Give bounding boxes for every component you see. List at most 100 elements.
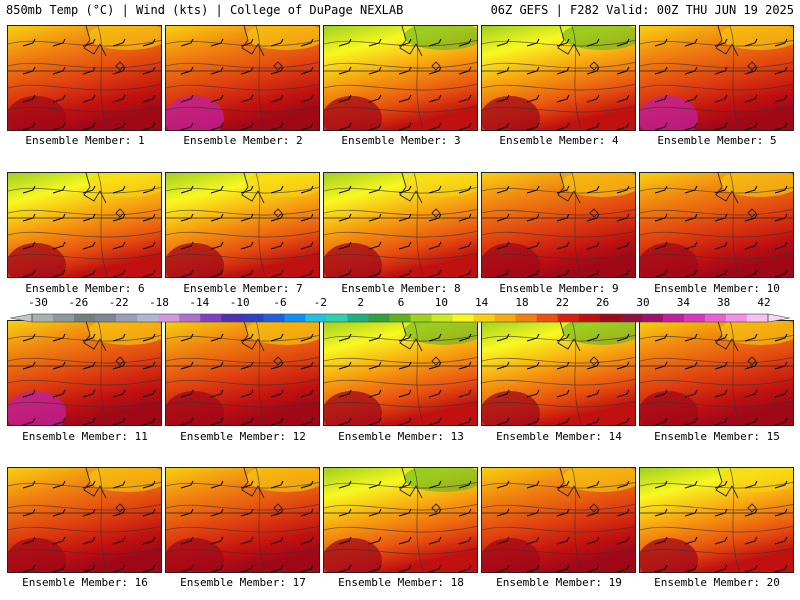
ensemble-member-map xyxy=(7,172,162,278)
colorbar-tick-label: 26 xyxy=(596,296,610,309)
colorbar-swatch xyxy=(263,314,285,322)
ensemble-member-label: Ensemble Member: 14 xyxy=(496,430,622,443)
colorbar-tick-label: -30 xyxy=(28,296,48,309)
temperature-field xyxy=(640,173,793,277)
ensemble-member-map xyxy=(323,172,478,278)
colorbar-swatch xyxy=(452,314,475,322)
ensemble-member-label: Ensemble Member: 8 xyxy=(341,282,461,295)
ensemble-member-label: Ensemble Member: 13 xyxy=(338,430,464,443)
ensemble-member-map xyxy=(481,172,636,278)
ensemble-member-map xyxy=(481,467,636,573)
colorbar-tick-label: -6 xyxy=(273,296,287,309)
colorbar-tick-label: -22 xyxy=(108,296,129,309)
colorbar-swatch xyxy=(683,314,706,322)
ensemble-member-label: Ensemble Member: 15 xyxy=(654,430,780,443)
colorbar-swatch xyxy=(179,314,201,322)
temperature-field xyxy=(324,26,477,130)
ensemble-member-label: Ensemble Member: 1 xyxy=(25,134,145,147)
colorbar-swatch xyxy=(368,314,390,322)
colorbar-swatch xyxy=(536,314,559,322)
colorbar-swatch xyxy=(494,314,517,322)
colorbar-swatch xyxy=(326,314,348,322)
colorbar-tick-label: 30 xyxy=(636,296,650,309)
ensemble-member-map xyxy=(323,25,478,131)
colorbar-tick-label: -2 xyxy=(313,296,327,309)
colorbar-swatch xyxy=(704,314,727,322)
map-title: 850mb Temp (°C) | Wind (kts) | College o… xyxy=(6,3,404,17)
colorbar-swatch xyxy=(53,314,75,322)
colorbar-swatch xyxy=(431,314,454,322)
ensemble-member-map xyxy=(165,25,320,131)
temperature-field xyxy=(482,173,635,277)
temperature-field xyxy=(8,173,161,277)
colorbar-tick-label: 38 xyxy=(717,296,731,309)
ensemble-member-label: Ensemble Member: 10 xyxy=(654,282,780,295)
temperature-field xyxy=(324,321,477,425)
temperature-field xyxy=(324,468,477,572)
temperature-field xyxy=(8,321,161,425)
colorbar-tick-label: 2 xyxy=(357,296,364,309)
colorbar-swatch xyxy=(515,314,538,322)
temperature-field xyxy=(324,173,477,277)
ensemble-member-map xyxy=(639,25,794,131)
colorbar-swatch xyxy=(662,314,685,322)
temperature-field xyxy=(8,468,161,572)
ensemble-member-map xyxy=(7,467,162,573)
ensemble-member-map xyxy=(323,320,478,426)
colorbar-tick-label: 34 xyxy=(676,296,690,309)
ensemble-member-map xyxy=(639,320,794,426)
colorbar-swatch xyxy=(641,314,664,322)
colorbar-swatch xyxy=(305,314,327,322)
colorbar-swatch xyxy=(746,314,769,322)
ensemble-member-label: Ensemble Member: 7 xyxy=(183,282,303,295)
colorbar-swatch xyxy=(473,314,496,322)
ensemble-member-label: Ensemble Member: 18 xyxy=(338,576,464,589)
temperature-field xyxy=(166,173,319,277)
colorbar-tick-label: 10 xyxy=(434,296,448,309)
colorbar-tick-label: -26 xyxy=(68,296,89,309)
colorbar-swatch xyxy=(389,314,412,322)
temperature-field xyxy=(482,321,635,425)
ensemble-member-label: Ensemble Member: 4 xyxy=(499,134,619,147)
ensemble-member-map xyxy=(7,25,162,131)
colorbar-swatch xyxy=(599,314,622,322)
ensemble-member-label: Ensemble Member: 9 xyxy=(499,282,619,295)
ensemble-member-label: Ensemble Member: 3 xyxy=(341,134,461,147)
ensemble-member-map xyxy=(639,467,794,573)
temperature-field xyxy=(166,468,319,572)
colorbar-tick-label: -18 xyxy=(149,296,169,309)
ensemble-member-label: Ensemble Member: 11 xyxy=(22,430,148,443)
temperature-field xyxy=(640,321,793,425)
colorbar-swatch xyxy=(557,314,580,322)
temperature-field xyxy=(166,321,319,425)
colorbar-swatch xyxy=(116,314,138,322)
temperature-field xyxy=(8,26,161,130)
colorbar-swatch xyxy=(95,314,117,322)
colorbar-swatch xyxy=(32,314,54,322)
colorbar-swatch xyxy=(200,314,222,322)
colorbar-tick-label: 42 xyxy=(757,296,771,309)
colorbar-swatch xyxy=(347,314,369,322)
temperature-colorbar xyxy=(9,308,791,323)
colorbar-tick-label: 18 xyxy=(515,296,529,309)
colorbar-swatch xyxy=(221,314,243,322)
colorbar-swatch xyxy=(74,314,96,322)
ensemble-member-label: Ensemble Member: 12 xyxy=(180,430,306,443)
colorbar-tick-label: 6 xyxy=(397,296,405,309)
ensemble-member-label: Ensemble Member: 2 xyxy=(183,134,303,147)
colorbar-max-arrow xyxy=(767,313,791,323)
ensemble-member-map xyxy=(481,25,636,131)
ensemble-member-label: Ensemble Member: 19 xyxy=(496,576,622,589)
colorbar-min-arrow xyxy=(9,313,33,323)
colorbar-swatch xyxy=(410,314,433,322)
temperature-field xyxy=(640,26,793,130)
ensemble-member-map xyxy=(165,467,320,573)
colorbar-swatch xyxy=(620,314,643,322)
temperature-field xyxy=(640,468,793,572)
colorbar-tick-label: 22 xyxy=(555,296,569,309)
colorbar-tick-label: -10 xyxy=(229,296,250,309)
temperature-field xyxy=(482,26,635,130)
colorbar-swatch xyxy=(725,314,748,322)
colorbar-swatch xyxy=(242,314,264,322)
colorbar-tick-label: 14 xyxy=(475,296,489,309)
